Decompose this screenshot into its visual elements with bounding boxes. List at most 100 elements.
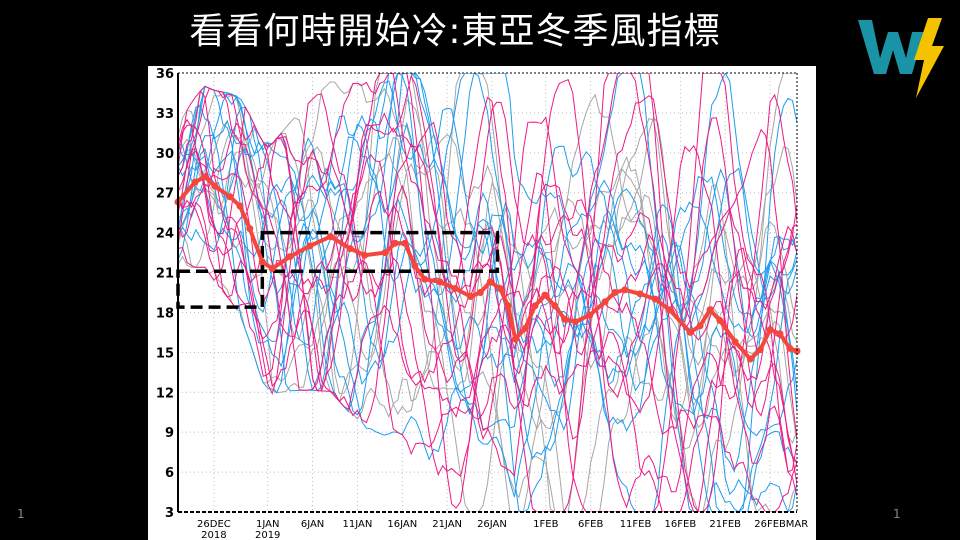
- mean-series-point: [346, 245, 354, 253]
- ensemble-member-line: [178, 73, 797, 512]
- ensemble-member-line: [178, 73, 797, 512]
- y-tick-label: 18: [156, 306, 174, 321]
- mean-series-point: [511, 335, 519, 343]
- mean-series-point: [411, 262, 419, 270]
- mean-series-point: [486, 278, 494, 286]
- y-tick-label: 6: [165, 466, 174, 481]
- mean-series-point: [601, 298, 609, 306]
- y-tick-label: 9: [165, 426, 174, 441]
- mean-series-point: [756, 346, 764, 354]
- ensemble-member-line: [178, 79, 797, 509]
- slide-title: 看看何時開始冷:東亞冬季風指標: [189, 11, 721, 52]
- x-tick-label: 21FEB: [709, 519, 741, 530]
- ensemble-chart: 36912151821242730333626DEC20181JAN20196J…: [156, 67, 808, 540]
- ensemble-member-line: [178, 85, 797, 478]
- ensemble-member-line: [178, 73, 797, 512]
- page-number-right: 1: [893, 507, 901, 521]
- mean-series-point: [246, 225, 254, 233]
- ensemble-member-line: [178, 98, 797, 512]
- y-tick-label: 21: [156, 267, 174, 282]
- logo-w-icon: [858, 20, 924, 74]
- mean-series-point: [391, 239, 399, 247]
- mean-series-point: [327, 233, 335, 241]
- mean-series-point: [611, 289, 619, 296]
- mean-series-point: [258, 258, 266, 266]
- mean-series-point: [476, 289, 484, 296]
- ensemble-member-line: [178, 80, 797, 431]
- logo: [858, 14, 948, 100]
- mean-series-point: [561, 315, 569, 323]
- mean-series-point: [571, 318, 579, 326]
- ensemble-member-line: [178, 116, 797, 473]
- mean-series-point: [504, 302, 512, 310]
- mean-series-point: [696, 322, 704, 330]
- x-tick-label: 6JAN: [301, 519, 324, 530]
- ensemble-member-line: [178, 85, 797, 512]
- x-tick-label: 26DEC: [197, 519, 231, 530]
- mean-series-point: [496, 285, 504, 293]
- y-tick-label: 3: [165, 506, 174, 521]
- mean-series-point: [226, 193, 234, 201]
- mean-series-point: [521, 324, 529, 332]
- mean-series-point: [746, 355, 754, 363]
- x-tick-label: 1JAN: [256, 519, 279, 530]
- mean-series-point: [636, 290, 644, 298]
- x-tick-label: 21JAN: [432, 519, 462, 530]
- mean-series-point: [551, 302, 559, 310]
- mean-series-point: [201, 173, 209, 181]
- ensemble-member-line: [178, 74, 797, 388]
- x-tick-year-label: 2018: [201, 530, 226, 540]
- x-tick-label: 16FEB: [665, 519, 697, 530]
- x-tick-label: 11JAN: [343, 519, 373, 530]
- mean-series-point: [236, 202, 244, 210]
- y-tick-label: 24: [156, 227, 174, 242]
- x-tick-label: 1FEB: [533, 519, 558, 530]
- page-number-left: 1: [17, 507, 25, 521]
- dashed-highlight-box: [260, 230, 500, 273]
- x-tick-label: 26JAN: [477, 519, 507, 530]
- y-tick-label: 27: [156, 187, 174, 202]
- mean-series-point: [786, 344, 794, 352]
- mean-series-point: [451, 285, 459, 293]
- mean-series-point: [541, 291, 549, 299]
- mean-series-point: [421, 275, 429, 283]
- mean-series-point: [531, 302, 539, 310]
- mean-series-point: [401, 239, 409, 247]
- mean-series-point: [306, 242, 314, 250]
- y-tick-label: 30: [156, 147, 174, 162]
- mean-series-point: [651, 295, 659, 303]
- mean-series-point: [268, 265, 276, 273]
- mean-series-point: [621, 286, 629, 294]
- chart-panel: 3 6 9 12 15 18 21 24 27 30 33 36 26DEC 2018 1JAN 2019 6J…: [148, 66, 816, 540]
- ensemble-member-line: [178, 73, 797, 512]
- x-tick-year-label: 2019: [255, 530, 280, 540]
- x-tick-label: 11FEB: [620, 519, 652, 530]
- y-tick-label: 12: [156, 386, 174, 401]
- ensemble-member-line: [178, 73, 797, 512]
- mean-series-point: [191, 178, 199, 186]
- mean-series-point: [381, 249, 389, 257]
- mean-series-point: [731, 338, 739, 346]
- mean-series-point: [466, 292, 474, 300]
- mean-series-point: [766, 326, 774, 334]
- ensemble-member-line: [178, 73, 797, 450]
- mean-series-point: [716, 316, 724, 324]
- mean-series-point: [793, 347, 801, 355]
- x-tick-label: 6FEB: [578, 519, 603, 530]
- x-tick-label: 16JAN: [387, 519, 417, 530]
- y-tick-label: 36: [156, 67, 174, 82]
- y-tick-label: 15: [156, 346, 174, 361]
- mean-series-point: [211, 182, 219, 190]
- mean-series-point: [361, 251, 369, 259]
- lightning-bolt-icon: [914, 18, 944, 98]
- x-tick-label: 26FEB: [754, 519, 786, 530]
- ensemble-members: [178, 73, 797, 512]
- mean-series-point: [666, 306, 674, 314]
- ensemble-member-line: [178, 101, 797, 440]
- ensemble-member-line: [178, 122, 797, 512]
- ensemble-member-line: [178, 73, 797, 498]
- mean-series-point: [286, 253, 294, 261]
- y-tick-label: 33: [156, 107, 174, 122]
- mean-series-point: [586, 311, 594, 319]
- ensemble-member-line: [178, 73, 797, 392]
